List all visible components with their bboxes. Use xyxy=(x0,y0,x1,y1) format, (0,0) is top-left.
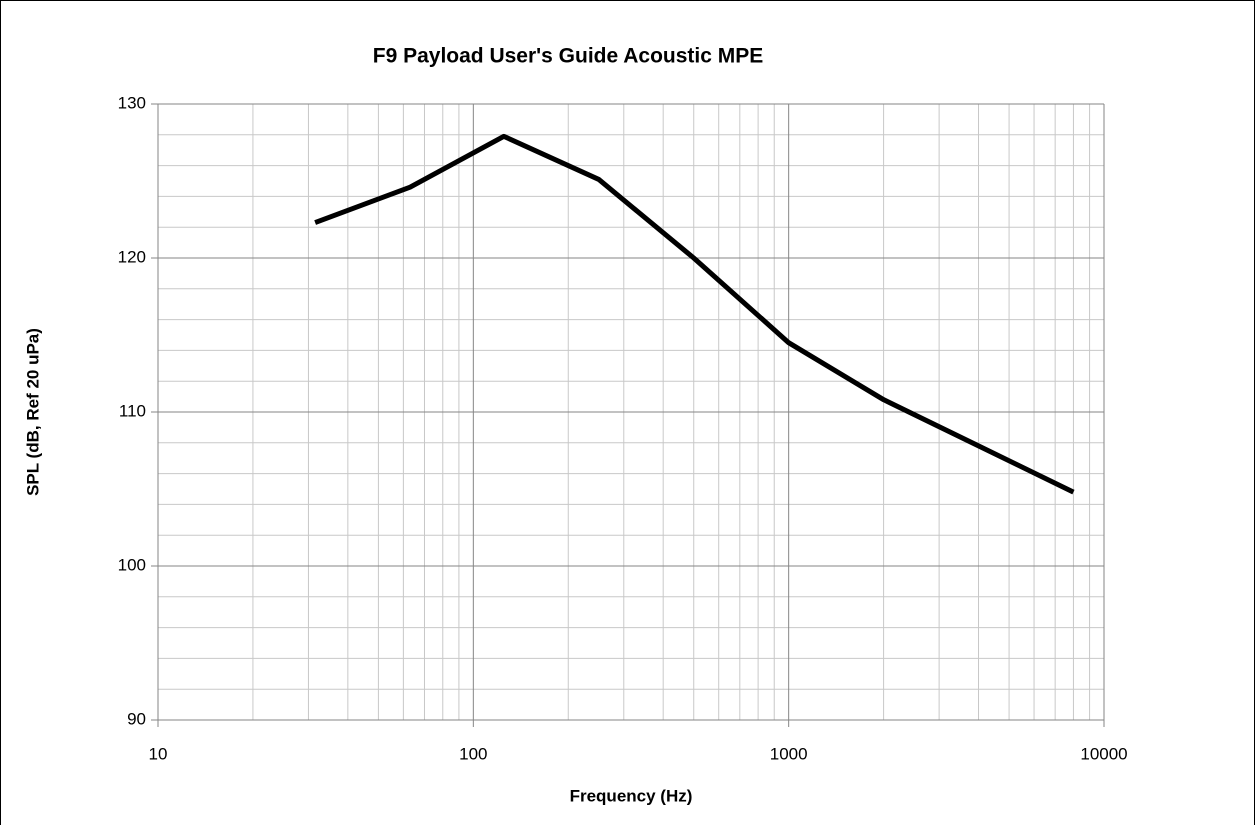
y-tick-label: 120 xyxy=(118,247,146,266)
y-tick-label: 130 xyxy=(118,93,146,112)
chart-title: F9 Payload User's Guide Acoustic MPE xyxy=(373,45,764,68)
x-axis-label: Frequency (Hz) xyxy=(570,786,693,805)
y-tick-label: 90 xyxy=(127,709,146,728)
y-tick-label: 100 xyxy=(118,555,146,574)
x-tick-label: 1000 xyxy=(770,744,808,763)
x-tick-label: 10000 xyxy=(1080,744,1127,763)
y-axis-label: SPL (dB, Ref 20 uPa) xyxy=(23,328,42,496)
y-tick-label: 110 xyxy=(119,401,146,420)
x-tick-label: 100 xyxy=(459,744,487,763)
data-line xyxy=(314,133,1075,495)
x-tick-label: 10 xyxy=(149,744,168,763)
